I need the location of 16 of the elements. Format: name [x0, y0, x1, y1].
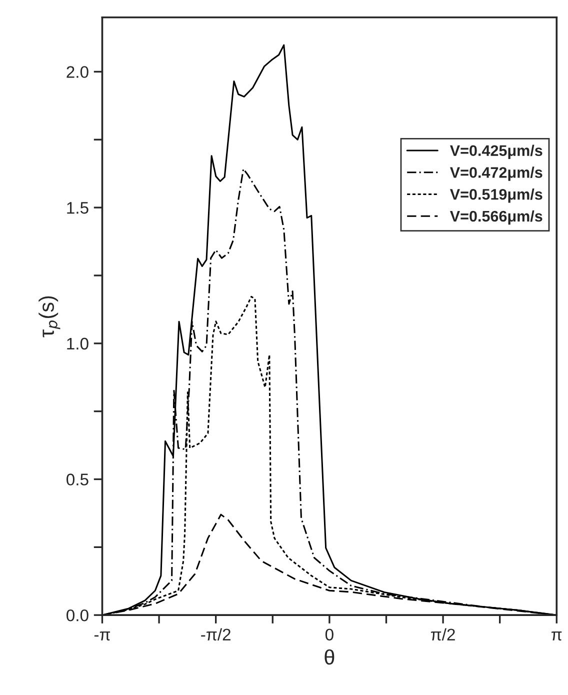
legend-label: V=0.566μm/s [450, 210, 542, 225]
x-tick-label: 0 [325, 628, 334, 641]
y-tick-label: 0.5 [66, 474, 88, 486]
x-tick-label: π/2 [430, 628, 455, 641]
legend-label: V=0.425μm/s [450, 144, 542, 159]
x-tick-label: -π [94, 632, 110, 641]
y-tick-label: 1.0 [67, 338, 88, 350]
legend-label: V=0.472μm/s [450, 166, 542, 181]
legend-label: V=0.519μm/s [450, 188, 542, 203]
x-axis-title: θ [324, 649, 334, 665]
y-tick-label: 2.0 [66, 66, 88, 78]
y-tick-label: 1.5 [67, 202, 88, 214]
x-tick-label: -π/2 [201, 628, 230, 641]
y-tick-label: 0.0 [66, 609, 88, 622]
x-tick-label: π [552, 632, 562, 641]
y-axis-title: τ$_{p}$(s) [38, 296, 60, 338]
